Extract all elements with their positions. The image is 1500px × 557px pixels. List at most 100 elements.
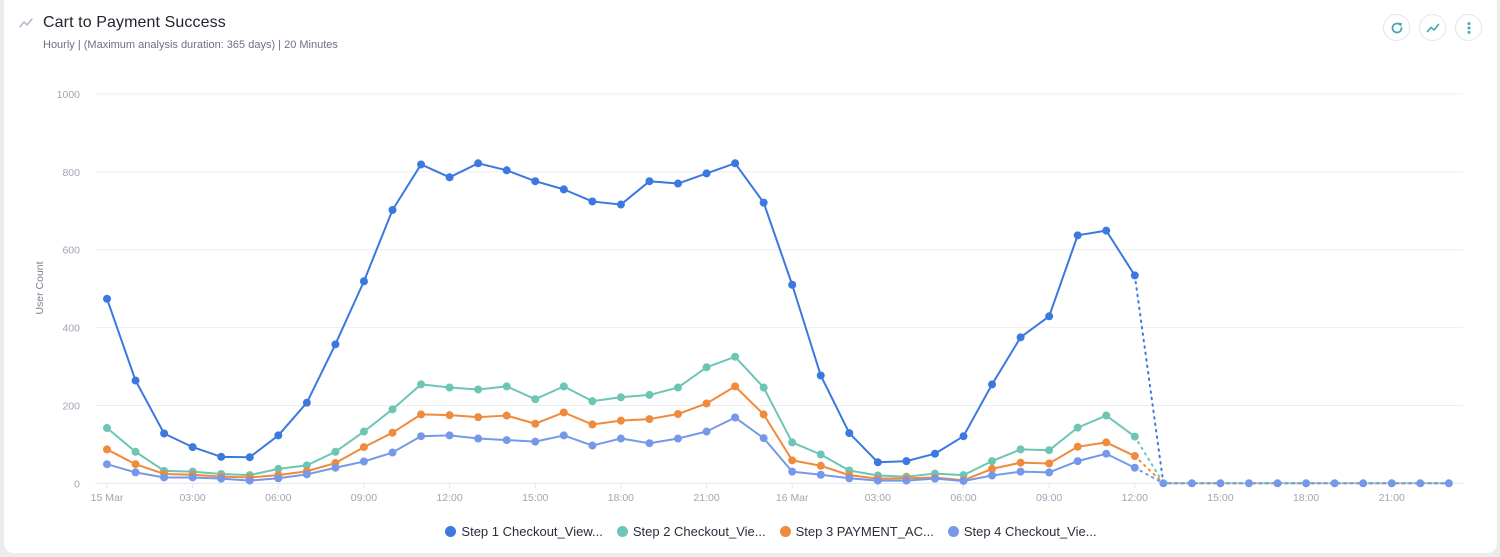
data-point[interactable]: [988, 464, 997, 473]
data-point[interactable]: [816, 371, 825, 380]
data-point[interactable]: [1130, 432, 1139, 441]
data-point[interactable]: [1102, 449, 1111, 458]
data-point[interactable]: [445, 431, 454, 440]
data-point[interactable]: [531, 437, 540, 446]
data-point[interactable]: [1016, 458, 1025, 467]
data-point[interactable]: [274, 474, 283, 483]
data-point[interactable]: [902, 476, 911, 485]
data-point[interactable]: [131, 447, 140, 456]
data-point[interactable]: [388, 428, 397, 437]
data-point[interactable]: [274, 464, 283, 473]
data-point[interactable]: [902, 457, 911, 466]
legend-item-step-3[interactable]: Step 3 PAYMENT_AC...: [779, 524, 934, 539]
data-point[interactable]: [731, 352, 740, 361]
data-point[interactable]: [1102, 411, 1111, 420]
data-point[interactable]: [873, 458, 882, 467]
data-point[interactable]: [131, 468, 140, 477]
data-point[interactable]: [873, 476, 882, 485]
data-point[interactable]: [1130, 271, 1139, 280]
data-point[interactable]: [131, 460, 140, 469]
data-point[interactable]: [1102, 438, 1111, 447]
chart-type-button[interactable]: [1419, 14, 1446, 41]
data-point[interactable]: [816, 470, 825, 479]
data-point[interactable]: [988, 457, 997, 466]
data-point[interactable]: [816, 461, 825, 470]
data-point[interactable]: [388, 405, 397, 414]
data-point[interactable]: [731, 159, 740, 168]
data-point[interactable]: [731, 413, 740, 422]
more-options-button[interactable]: [1455, 14, 1482, 41]
data-point[interactable]: [959, 476, 968, 485]
data-point[interactable]: [1045, 459, 1054, 468]
data-point[interactable]: [1387, 479, 1396, 488]
data-point[interactable]: [331, 340, 340, 349]
data-point[interactable]: [559, 408, 568, 417]
data-point[interactable]: [674, 383, 682, 392]
data-point[interactable]: [759, 410, 768, 419]
data-point[interactable]: [445, 383, 454, 392]
data-point[interactable]: [1016, 467, 1025, 476]
data-point[interactable]: [1216, 479, 1225, 488]
data-point[interactable]: [445, 173, 454, 182]
data-point[interactable]: [103, 445, 111, 454]
data-point[interactable]: [474, 159, 483, 168]
data-point[interactable]: [588, 441, 597, 450]
data-point[interactable]: [131, 376, 140, 385]
data-point[interactable]: [417, 410, 426, 419]
data-point[interactable]: [559, 185, 568, 194]
data-point[interactable]: [531, 395, 540, 404]
data-point[interactable]: [759, 198, 768, 207]
data-point[interactable]: [559, 431, 568, 440]
data-point[interactable]: [160, 429, 169, 438]
data-point[interactable]: [616, 416, 625, 425]
data-point[interactable]: [959, 432, 968, 441]
data-point[interactable]: [1016, 445, 1025, 454]
data-point[interactable]: [930, 449, 939, 458]
data-point[interactable]: [616, 393, 625, 402]
data-point[interactable]: [103, 424, 111, 433]
data-point[interactable]: [531, 419, 540, 428]
legend-item-step-1[interactable]: Step 1 Checkout_View...: [445, 524, 603, 539]
data-point[interactable]: [103, 460, 111, 469]
data-point[interactable]: [1359, 479, 1368, 488]
data-point[interactable]: [674, 434, 682, 443]
data-point[interactable]: [331, 447, 340, 456]
data-point[interactable]: [474, 413, 483, 422]
data-point[interactable]: [1073, 442, 1082, 451]
data-point[interactable]: [417, 432, 426, 441]
data-point[interactable]: [1245, 479, 1253, 488]
data-point[interactable]: [474, 385, 483, 394]
data-point[interactable]: [1330, 479, 1339, 488]
data-point[interactable]: [731, 382, 740, 391]
data-point[interactable]: [245, 453, 254, 462]
data-point[interactable]: [188, 473, 197, 482]
data-point[interactable]: [1045, 446, 1054, 455]
data-point[interactable]: [845, 474, 854, 483]
data-point[interactable]: [1416, 479, 1425, 488]
data-point[interactable]: [160, 473, 169, 482]
data-point[interactable]: [1102, 226, 1111, 235]
data-point[interactable]: [1073, 423, 1082, 432]
data-point[interactable]: [417, 160, 426, 169]
data-point[interactable]: [302, 398, 311, 407]
data-point[interactable]: [930, 474, 939, 483]
data-point[interactable]: [274, 431, 283, 440]
data-point[interactable]: [331, 463, 340, 472]
data-point[interactable]: [1045, 312, 1054, 321]
data-point[interactable]: [788, 438, 797, 447]
data-point[interactable]: [531, 177, 540, 186]
data-point[interactable]: [1159, 479, 1168, 488]
data-point[interactable]: [359, 457, 368, 466]
data-point[interactable]: [103, 294, 111, 303]
data-point[interactable]: [845, 429, 854, 438]
data-point[interactable]: [759, 434, 768, 443]
data-point[interactable]: [1273, 479, 1282, 488]
data-point[interactable]: [1187, 479, 1196, 488]
data-point[interactable]: [788, 280, 797, 289]
data-point[interactable]: [217, 474, 226, 483]
data-point[interactable]: [1130, 452, 1139, 461]
data-point[interactable]: [1073, 231, 1082, 240]
data-point[interactable]: [1130, 463, 1139, 472]
data-point[interactable]: [788, 467, 797, 476]
data-point[interactable]: [188, 443, 197, 452]
